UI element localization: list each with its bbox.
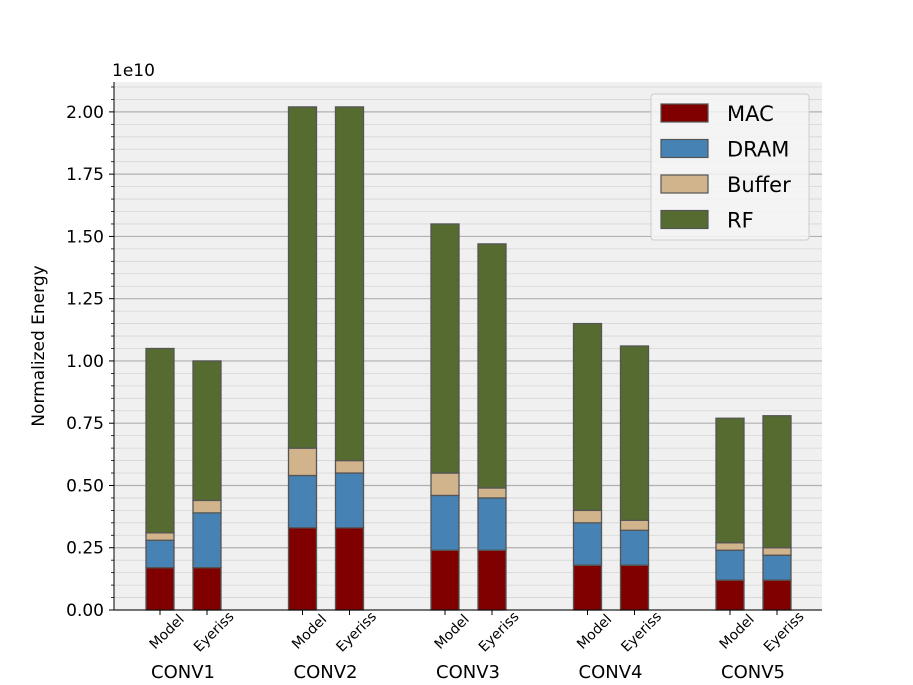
legend-swatch-rf	[660, 209, 709, 230]
bar-segment-buffer-conv2-model	[287, 447, 318, 477]
bar-label-model: Model	[574, 612, 615, 653]
bar-label-eyeriss: Eyeriss	[761, 609, 808, 656]
bar-segment-mac-conv2-eyeriss	[334, 527, 365, 611]
group-label-conv3: CONV3	[436, 662, 500, 683]
legend-swatch-dram	[660, 138, 709, 159]
bar-segment-buffer-conv3-eyeriss	[477, 487, 507, 499]
bar-segment-buffer-conv4-eyeriss	[619, 519, 650, 531]
bar-segment-dram-conv2-model	[287, 474, 318, 529]
bar-segment-buffer-conv2-eyeriss	[334, 459, 365, 474]
bar-segment-buffer-conv4-model	[572, 509, 603, 524]
bar-segment-dram-conv1-eyeriss	[192, 512, 222, 569]
bar-segment-mac-conv3-model	[430, 549, 460, 611]
legend-swatch-mac	[660, 103, 709, 123]
legend-label-buffer: Buffer	[727, 173, 791, 197]
group-label-conv4: CONV4	[579, 662, 643, 683]
y-tick-label: 0.25	[66, 539, 104, 559]
bar-segment-buffer-conv3-model	[430, 472, 460, 497]
y-scale-label: 1e10	[112, 61, 155, 81]
y-tick-label: 1.00	[66, 352, 104, 372]
y-tick-label: 0.00	[66, 601, 104, 621]
bar-segment-dram-conv2-eyeriss	[334, 472, 365, 529]
group-label-conv1: CONV1	[151, 662, 215, 683]
bar-segment-rf-conv3-eyeriss	[477, 243, 507, 489]
y-tick-label: 1.75	[66, 165, 104, 185]
bar-segment-rf-conv4-eyeriss	[619, 345, 650, 521]
bar-segment-mac-conv5-eyeriss	[762, 579, 792, 611]
bar-segment-dram-conv3-model	[430, 494, 460, 551]
y-ticks: 0.00 0.25 0.50 0.75 1.00 1.25 1.50 1.75 2.00	[66, 86, 114, 621]
bar-segment-dram-conv4-model	[572, 522, 603, 566]
bar-label-model: Model	[717, 612, 758, 653]
y-tick-label: 2.00	[66, 103, 104, 123]
bar-label-model: Model	[432, 612, 473, 653]
legend-swatch-buffer	[660, 174, 709, 194]
legend-box	[650, 93, 810, 241]
bar-segment-mac-conv2-model	[287, 527, 318, 611]
axes	[113, 82, 822, 611]
bar-segment-rf-conv3-model	[430, 223, 460, 474]
bar-segment-rf-conv5-eyeriss	[762, 415, 792, 549]
bars	[145, 106, 792, 611]
y-axis-label: Normalized Energy	[29, 265, 49, 426]
bar-label-eyeriss: Eyeriss	[191, 609, 238, 656]
bar-segment-rf-conv1-eyeriss	[192, 360, 222, 502]
legend-label-dram: DRAM	[727, 138, 789, 162]
bar-segment-buffer-conv1-eyeriss	[192, 499, 222, 514]
group-label-conv5: CONV5	[721, 662, 785, 683]
bar-segment-mac-conv3-eyeriss	[477, 549, 507, 611]
bar-segment-rf-conv4-model	[572, 322, 603, 512]
bar-label-eyeriss: Eyeriss	[476, 609, 523, 656]
bar-segment-mac-conv1-model	[145, 567, 175, 611]
y-tick-label: 0.50	[66, 476, 104, 496]
bar-segment-buffer-conv1-model	[145, 532, 175, 541]
bar-label-model: Model	[289, 612, 330, 653]
bar-label-eyeriss: Eyeriss	[333, 609, 380, 656]
group-label-conv2: CONV2	[294, 662, 358, 683]
bar-segment-dram-conv4-eyeriss	[619, 529, 650, 566]
bar-segment-mac-conv4-model	[572, 564, 603, 611]
y-tick-label: 0.75	[66, 414, 104, 434]
legend-label-mac: MAC	[727, 102, 774, 126]
bar-segment-mac-conv4-eyeriss	[619, 564, 650, 611]
bar-segment-buffer-conv5-model	[715, 542, 745, 551]
bar-segment-dram-conv1-model	[145, 539, 175, 569]
bar-segment-dram-conv5-eyeriss	[762, 554, 792, 581]
y-tick-label: 1.50	[66, 227, 104, 247]
bar-segment-buffer-conv5-eyeriss	[762, 547, 792, 556]
bar-segment-mac-conv5-model	[715, 579, 745, 611]
legend-label-rf: RF	[727, 209, 754, 233]
bar-segment-rf-conv1-model	[145, 347, 175, 534]
y-tick-label: 1.25	[66, 290, 104, 310]
bar-label-eyeriss: Eyeriss	[618, 609, 665, 656]
bar-segment-mac-conv1-eyeriss	[192, 567, 222, 611]
bar-segment-rf-conv2-model	[287, 106, 318, 449]
bar-segment-rf-conv2-eyeriss	[334, 106, 365, 462]
bar-segment-dram-conv3-eyeriss	[477, 497, 507, 551]
bar-segment-dram-conv5-model	[715, 549, 745, 581]
bar-label-model: Model	[147, 612, 188, 653]
bar-segment-rf-conv5-model	[715, 417, 745, 544]
legend: MAC DRAM Buffer RF	[650, 93, 810, 241]
